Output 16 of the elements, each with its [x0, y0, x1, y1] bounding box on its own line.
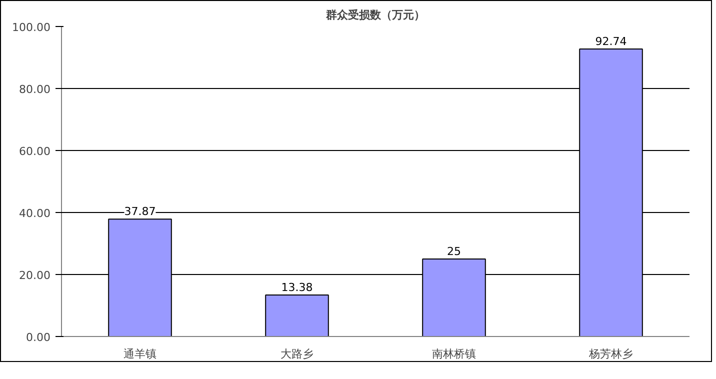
- data-label: 25: [447, 245, 461, 258]
- data-label: 37.87: [124, 205, 156, 218]
- data-label: 92.74: [595, 35, 627, 48]
- y-tick-label: 60.00: [19, 145, 51, 158]
- x-tick-label: 通羊镇: [124, 348, 156, 360]
- chart-title: 群众受损数（万元）: [325, 8, 425, 22]
- x-tick-label: 杨芳林乡: [588, 348, 633, 360]
- bar: [265, 294, 329, 336]
- y-tick-label: 20.00: [19, 269, 51, 282]
- x-tick-label: 大路乡: [280, 348, 314, 360]
- y-tick-label: 40.00: [19, 207, 51, 220]
- x-tick-label: 南林桥镇: [432, 348, 476, 360]
- y-tick-label: 100.00: [12, 21, 51, 34]
- y-tick-label: 80.00: [19, 83, 51, 96]
- data-label: 13.38: [281, 281, 313, 294]
- y-tick-label: 0.00: [26, 331, 51, 344]
